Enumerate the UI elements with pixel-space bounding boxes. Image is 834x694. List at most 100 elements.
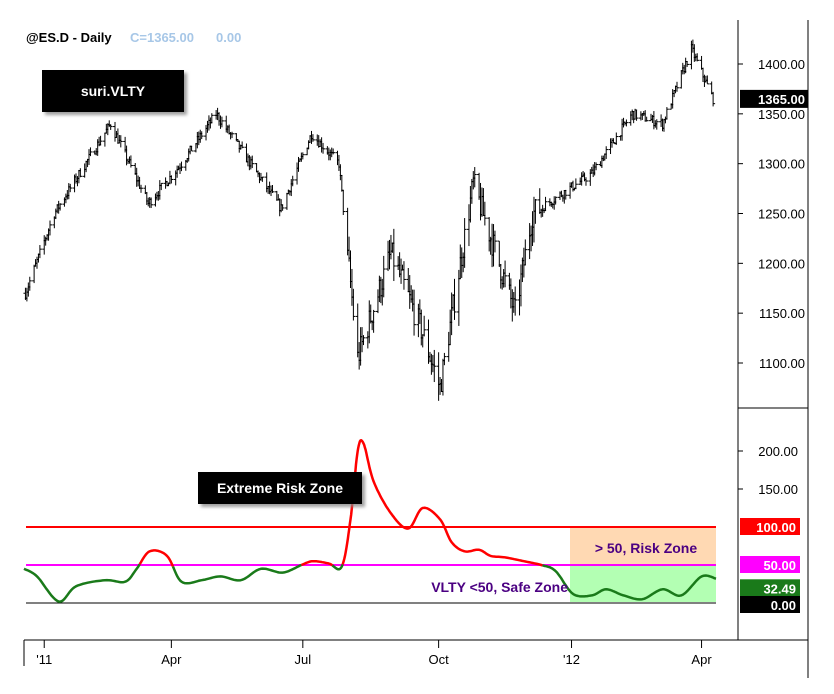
price-bar	[513, 286, 518, 316]
vlty-value-badge	[740, 518, 800, 535]
price-bar	[523, 239, 528, 266]
vlty-value-badge-label: 50.00	[763, 558, 796, 573]
price-bar	[321, 142, 326, 154]
extreme-risk-badge: Extreme Risk Zone	[198, 472, 362, 504]
indicator-name-label: suri.VLTY	[81, 83, 146, 99]
price-bar	[230, 131, 235, 139]
price-bar	[614, 132, 619, 145]
price-bar	[37, 245, 42, 259]
last-price-label: 1365.00	[758, 92, 805, 107]
price-bar	[98, 135, 103, 146]
price-bar	[553, 196, 558, 205]
price-y-axis: 1400.00 1350.00 1300.00 1250.00 1200.00 1150.…	[738, 57, 808, 371]
price-bar	[27, 276, 32, 291]
symbol-label: @ES.D - Daily	[26, 30, 112, 45]
price-bar	[280, 204, 285, 211]
price-bar	[472, 167, 477, 188]
close-label: C=1365.00	[130, 30, 194, 45]
price-bar	[543, 196, 548, 212]
price-bar	[108, 124, 113, 130]
price-y-tick-label: 1200.00	[758, 256, 805, 271]
price-bar	[685, 60, 690, 67]
price-bar	[149, 197, 154, 209]
price-bar	[583, 177, 588, 186]
price-bar	[624, 119, 629, 127]
price-bar	[199, 131, 204, 140]
price-bar	[300, 152, 305, 160]
last-price-badge	[740, 89, 808, 108]
price-y-tick-label: 1100.00	[759, 356, 805, 371]
vlty-series-segment	[171, 563, 302, 585]
price-bar	[179, 161, 184, 172]
price-bar	[209, 113, 214, 124]
price-bar	[58, 203, 63, 211]
price-bar	[482, 201, 487, 226]
price-bar	[159, 182, 164, 191]
price-bar	[432, 349, 437, 383]
price-bar	[503, 260, 508, 288]
vlty-value-badge-label: 32.49	[763, 581, 796, 596]
price-bar	[88, 147, 93, 157]
price-bar	[381, 255, 386, 298]
price-bar	[634, 109, 639, 121]
vlty-value-badge-label: 0.00	[771, 598, 796, 613]
vlty-series-segment	[331, 563, 344, 571]
chart-frame	[23, 20, 809, 678]
x-axis: '11 Apr Jul Oct '12 Apr	[36, 640, 712, 667]
price-bar	[128, 155, 133, 168]
price-y-tick-label: 1250.00	[758, 207, 805, 222]
price-bar	[139, 184, 144, 193]
price-bar	[442, 352, 447, 366]
price-bar	[78, 168, 83, 178]
x-tick-label: '12	[563, 652, 580, 667]
price-bar	[604, 146, 609, 159]
price-bars	[23, 39, 716, 401]
price-bar	[422, 315, 427, 337]
price-bar	[32, 264, 37, 284]
price-bar	[674, 81, 679, 92]
vlty-series-segment	[138, 549, 175, 568]
price-bar	[664, 107, 669, 120]
price-bar	[644, 116, 649, 122]
x-tick-label: '11	[36, 652, 52, 667]
chart-header: @ES.D - Daily C=1365.00 0.00	[26, 30, 241, 45]
indicator-name-badge: suri.VLTY	[42, 70, 184, 112]
risk-zone-background	[570, 528, 716, 565]
vlty-value-badge	[740, 556, 800, 573]
x-tick-label: Apr	[161, 652, 182, 667]
price-bar	[654, 119, 659, 130]
vlty-reference-lines	[26, 526, 716, 604]
price-bar	[250, 155, 255, 169]
vlty-y-tick-label: 150.00	[758, 482, 798, 497]
change-label: 0.00	[216, 30, 241, 45]
vlty-series-segment	[23, 563, 141, 603]
vlty-value-badge	[740, 596, 800, 613]
price-y-tick-label: 1150.00	[759, 306, 805, 321]
vlty-value-badge	[740, 579, 800, 597]
price-bar	[412, 289, 417, 336]
price-bar	[331, 148, 336, 155]
price-bar	[563, 189, 568, 200]
price-bar	[497, 240, 502, 268]
price-bar	[351, 288, 356, 321]
price-bar	[573, 178, 578, 190]
price-bar	[711, 91, 716, 107]
price-bar	[102, 132, 107, 147]
price-bar	[492, 230, 497, 253]
price-bar	[270, 185, 275, 193]
x-tick-label: Oct	[429, 652, 450, 667]
risk-zone-label: > 50, Risk Zone	[595, 540, 698, 556]
x-tick-label: Jul	[295, 652, 312, 667]
vlty-value-badge-label: 100.00	[756, 520, 796, 535]
price-bar	[310, 134, 315, 142]
price-bar	[48, 220, 53, 236]
price-bar	[391, 228, 396, 282]
price-bar	[284, 192, 289, 210]
price-y-tick-label: 1300.00	[758, 157, 805, 172]
price-bar	[695, 53, 700, 62]
price-bar	[219, 116, 224, 128]
price-bar	[169, 175, 174, 184]
safe-zone-label: VLTY <50, Safe Zone	[431, 579, 568, 595]
price-bar	[452, 278, 457, 320]
